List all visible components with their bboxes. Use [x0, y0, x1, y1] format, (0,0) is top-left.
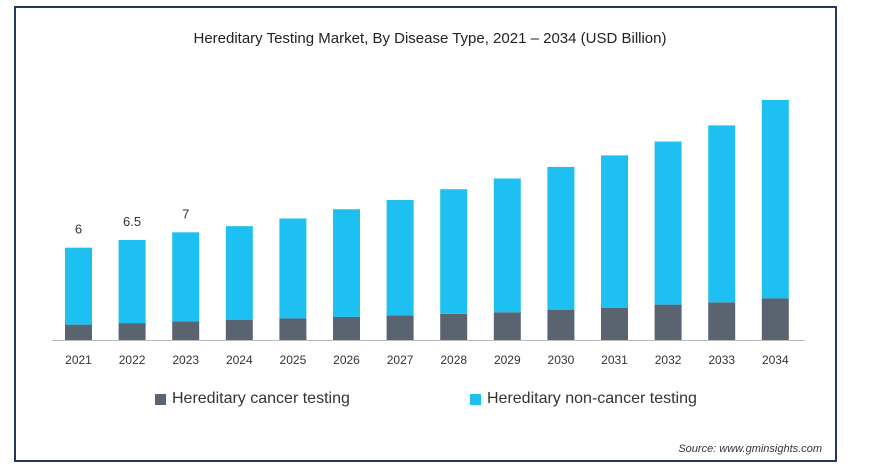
bar-cancer-2023 [172, 321, 200, 340]
x-tick-label-2030: 2030 [548, 353, 575, 367]
legend-label-cancer: Hereditary cancer testing [172, 390, 350, 407]
bar-non-cancer-2027 [386, 200, 414, 316]
chart-title: Hereditary Testing Market, By Disease Ty… [193, 30, 667, 47]
x-tick-label-2023: 2023 [172, 353, 199, 367]
bar-cancer-2034 [761, 298, 789, 340]
bar-non-cancer-2026 [333, 209, 360, 317]
bar-non-cancer-2034 [761, 100, 789, 299]
legend-swatch-cancer [155, 393, 166, 405]
x-tick-label-2027: 2027 [387, 353, 414, 367]
x-tick-label-2034: 2034 [762, 353, 789, 367]
bar-non-cancer-2030 [547, 166, 575, 310]
x-tick-label-2031: 2031 [601, 353, 628, 367]
data-label-2021: 6 [75, 222, 82, 237]
bar-non-cancer-2031 [601, 155, 628, 308]
legend-swatch-non-cancer [470, 393, 481, 405]
x-tick-label-2032: 2032 [655, 353, 682, 367]
bar-cancer-2026 [333, 316, 360, 340]
bar-non-cancer-2033 [708, 125, 736, 303]
bar-cancer-2033 [708, 302, 736, 340]
legend-label-non-cancer: Hereditary non-cancer testing [487, 390, 697, 407]
data-label-2023: 7 [182, 206, 189, 221]
bar-non-cancer-2022 [118, 240, 146, 324]
source-note: Source: www.gminsights.com [678, 443, 822, 455]
x-tick-label-2022: 2022 [119, 353, 146, 367]
x-tick-label-2021: 2021 [65, 353, 92, 367]
bar-cancer-2021 [65, 324, 92, 340]
bar-non-cancer-2028 [440, 189, 468, 314]
bar-cancer-2030 [547, 310, 575, 340]
bar-cancer-2032 [654, 304, 682, 340]
bar-non-cancer-2029 [493, 178, 521, 313]
bar-cancer-2028 [440, 313, 468, 340]
x-tick-label-2029: 2029 [494, 353, 521, 367]
chart-frame [14, 6, 837, 462]
legend-item-cancer: Hereditary cancer testing [155, 390, 350, 408]
legend-item-non-cancer: Hereditary non-cancer testing [470, 390, 697, 408]
bar-non-cancer-2024 [225, 226, 253, 320]
bar-cancer-2031 [601, 307, 628, 340]
bar-cancer-2024 [225, 320, 253, 340]
bar-cancer-2022 [118, 323, 146, 340]
bar-cancer-2029 [493, 312, 521, 340]
bar-non-cancer-2032 [654, 141, 682, 305]
x-tick-label-2026: 2026 [333, 353, 360, 367]
x-tick-label-2033: 2033 [708, 353, 735, 367]
legend: Hereditary cancer testing Hereditary non… [0, 390, 888, 412]
x-tick-label-2024: 2024 [226, 353, 253, 367]
data-label-2022: 6.5 [123, 214, 141, 229]
bar-non-cancer-2023 [172, 232, 200, 322]
x-tick-label-2028: 2028 [440, 353, 467, 367]
bar-cancer-2027 [386, 315, 414, 340]
bar-non-cancer-2021 [65, 247, 92, 325]
bar-cancer-2025 [279, 318, 307, 340]
x-tick-label-2025: 2025 [280, 353, 307, 367]
bar-non-cancer-2025 [279, 218, 307, 319]
